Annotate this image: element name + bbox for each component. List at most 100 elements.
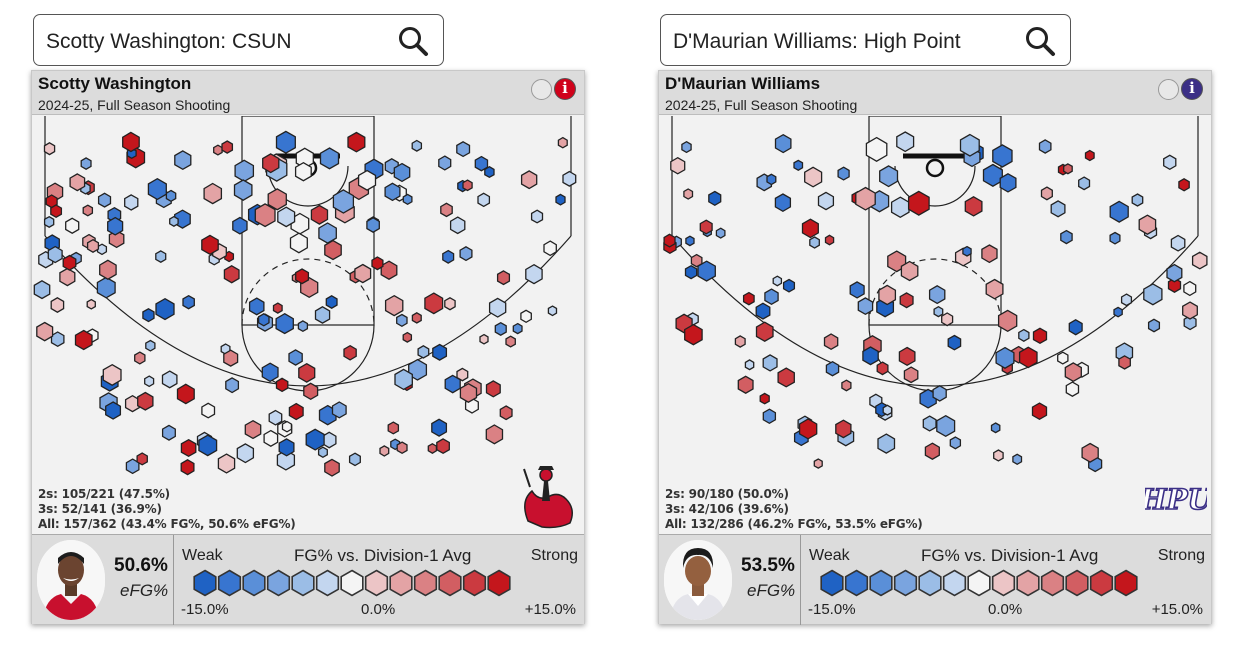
shot-zone-hex [1182, 301, 1198, 320]
shot-zone-hex [477, 192, 491, 208]
shot-zone-hex [267, 188, 287, 211]
shot-zone-hex [354, 263, 372, 284]
toggle-circle-button[interactable] [1158, 79, 1179, 100]
shot-zone-hex [431, 418, 448, 437]
shot-zone-hex [62, 254, 77, 271]
shot-zone-hex [932, 385, 947, 402]
shot-zone-hex [97, 192, 112, 208]
shot-zone-hex [876, 361, 889, 376]
shot-zone-hex [837, 166, 850, 181]
legend-scale-hex [364, 569, 389, 597]
shot-zone-hex [1050, 200, 1066, 218]
shot-zone-hex [1063, 163, 1073, 175]
shot-zone-hex [348, 452, 361, 467]
shot-zone-hex [272, 302, 283, 314]
player-search-box[interactable]: Scotty Washington: CSUN [33, 14, 444, 66]
shot-zone-hex [663, 233, 676, 248]
shot-zone-hex [268, 409, 283, 426]
info-icon[interactable]: i [1181, 78, 1203, 100]
shot-zone-hex [427, 443, 438, 454]
shot-zone-hex [402, 331, 413, 343]
legend-scale-hex [242, 569, 266, 597]
shot-chart-card: D'Maurian Williams 2024-25, Full Season … [658, 70, 1212, 625]
shot-zone-hex [262, 153, 280, 174]
shot-zone-hex [841, 379, 852, 392]
shot-zone-hex [343, 344, 357, 361]
shot-zone-hex [176, 383, 195, 405]
shot-zone-hex [1068, 319, 1083, 336]
shot-zone-hex [456, 367, 469, 382]
player-name: Scotty Washington [38, 74, 192, 93]
shot-zone-hex [278, 438, 295, 457]
shot-chart-court [663, 116, 1208, 473]
shot-zone-hex [520, 309, 532, 324]
rim [925, 158, 945, 178]
shot-zone-hex [995, 346, 1015, 369]
shot-zone-hex [281, 420, 293, 433]
shot-zone-hex [555, 193, 566, 206]
shot-zone-hex [990, 422, 1001, 434]
shooting-stats: 2s: 105/221 (47.5%) 3s: 52/141 (36.9%) A… [38, 487, 296, 532]
shot-chart-card: Scotty Washington 2024-25, Full Season S… [31, 70, 585, 625]
legend-weak-label: Weak [182, 547, 223, 564]
shot-zone-hex [1060, 229, 1073, 245]
shot-zone-hex [1166, 263, 1183, 283]
search-input-value[interactable]: Scotty Washington: CSUN [46, 30, 292, 53]
shot-zone-hex [898, 346, 916, 367]
search-input-value[interactable]: D'Maurian Williams: High Point [673, 30, 961, 53]
shot-zone-hex [543, 240, 557, 257]
shot-zone-hex [928, 285, 946, 305]
card-header: D'Maurian Williams 2024-25, Full Season … [659, 71, 1211, 115]
shot-zone-hex [1138, 214, 1157, 235]
shot-zone-hex [734, 335, 746, 348]
player-search-box[interactable]: D'Maurian Williams: High Point [660, 14, 1071, 66]
shot-zone-hex [777, 367, 795, 388]
hpu-logo-text: HPU [1145, 483, 1207, 516]
shot-chart-court [33, 116, 577, 477]
shot-zone-hex [310, 204, 329, 225]
shot-zone-hex [444, 374, 461, 394]
shot-zone-hex [169, 215, 179, 227]
shot-zone-hex [903, 366, 919, 384]
shot-zone-hex [408, 358, 428, 381]
shot-zone-hex [124, 194, 139, 211]
shot-zone-hex [762, 408, 777, 425]
shot-zone-hex [772, 275, 783, 287]
shot-zone-hex [936, 414, 956, 438]
shot-zone-hex [505, 335, 516, 348]
shot-zone-hex [479, 333, 489, 345]
shot-zone-hex [456, 141, 471, 158]
hpu-logo: HPU [1145, 482, 1207, 517]
shot-zone-hex [1120, 293, 1133, 307]
shot-zone-hex [823, 333, 839, 351]
shot-zone-hex [449, 216, 466, 235]
shot-zone-hex [261, 362, 279, 383]
shot-zone-hex [277, 206, 296, 228]
shot-zone-hex [201, 234, 219, 256]
legend-strong-label: Strong [530, 547, 578, 564]
card-header: Scotty Washington 2024-25, Full Season S… [32, 71, 584, 115]
shot-zone-hex [933, 305, 944, 318]
shot-zone-hex [108, 229, 125, 249]
shot-zone-hex [896, 131, 915, 153]
card-footer: 50.6% eFG% Weak FG% vs. Division-1 Avg S… [32, 534, 584, 625]
shot-zone-hex [244, 419, 262, 440]
shot-zone-hex [59, 267, 76, 287]
shot-zone-hex [142, 308, 155, 323]
shot-zone-hex [174, 150, 192, 171]
toggle-circle-button[interactable] [531, 79, 552, 100]
info-icon[interactable]: i [554, 78, 576, 100]
search-icon[interactable] [1024, 25, 1056, 57]
legend-scale-hex [1065, 569, 1089, 597]
shot-zone-hex [107, 216, 124, 236]
legend-scale-hex [844, 569, 869, 597]
search-icon[interactable] [397, 25, 429, 57]
shot-zone-hex [232, 216, 248, 235]
shot-zone-hex [941, 312, 954, 327]
shot-zone-hex [1057, 351, 1069, 365]
shot-zone-hex [161, 370, 178, 389]
legend-tick-mid: 0.0% [988, 601, 1023, 618]
shot-zone-hex [155, 250, 167, 263]
shot-zone-hex [275, 130, 296, 154]
shot-zone-hex [221, 140, 234, 154]
